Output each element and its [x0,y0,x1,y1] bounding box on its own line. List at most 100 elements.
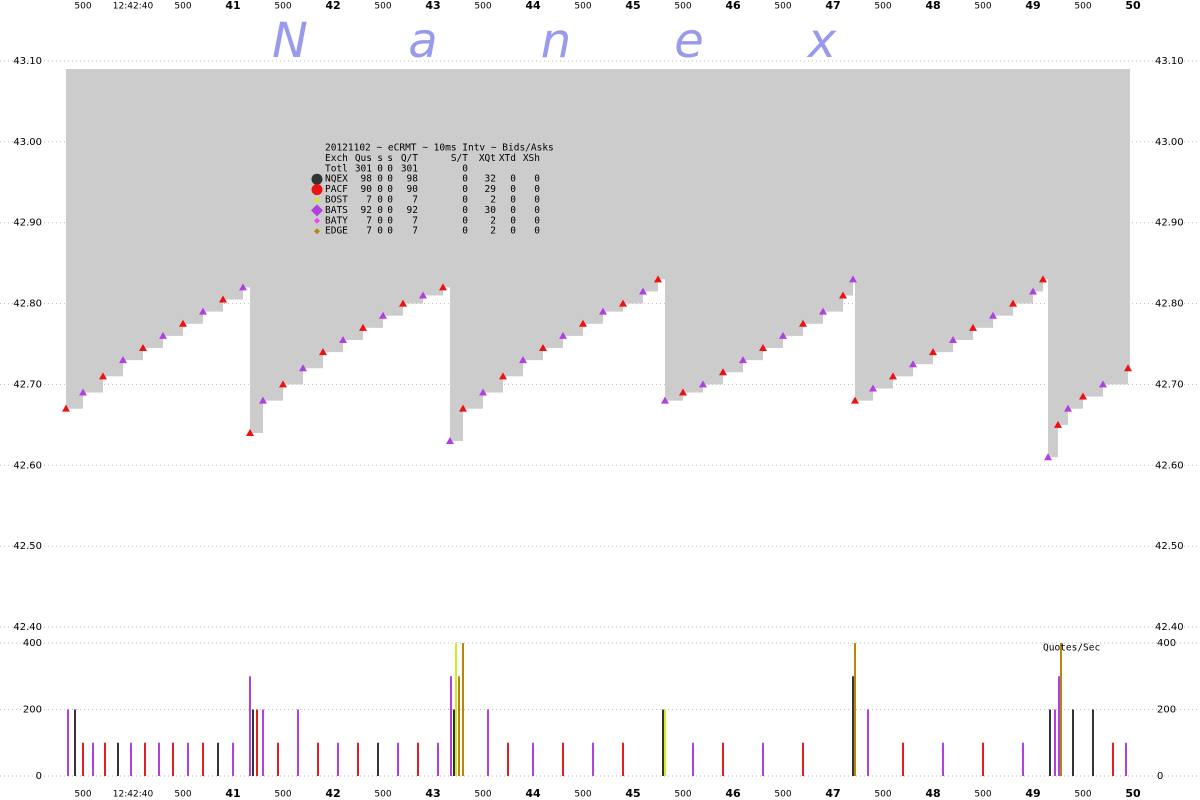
ask-marker [119,356,127,364]
spread-area [723,69,743,373]
spread-area [743,69,763,361]
table-cell: 0 [462,195,468,206]
table-cell: 0 [534,226,540,237]
legend-symbol [314,197,320,203]
table-cell: 7 [366,215,372,226]
spread-area [893,69,913,377]
rate-bar [130,742,132,776]
spread-area [363,69,383,328]
spread-area [763,69,783,349]
rate-bar [67,709,69,776]
rate-bar [802,742,804,776]
ask-marker [779,331,787,339]
table-cell: 29 [485,184,497,195]
x-tick-label: 50 [1125,0,1141,12]
rate-bar [397,742,399,776]
table-cell: 0 [534,205,540,216]
y-tick-label: 42.60 [13,460,42,471]
table-cell: 2 [490,226,496,237]
y-tick-label-right: 43.10 [1155,56,1184,67]
rate-bar [453,709,455,776]
rate-bar [172,742,174,776]
table-cell: 0 [377,174,383,185]
x-tick-label: 500 [974,790,991,800]
ask-marker [639,287,647,295]
spread-area [323,69,343,353]
table-exch: PACF [325,184,348,195]
rate-bar [262,709,264,776]
rate-bar [217,742,219,776]
table-header: S/T [451,153,468,164]
table-exch: BOST [325,195,348,206]
rate-bar [437,742,439,776]
x-tick-label: 500 [774,2,791,12]
rate-bar [1060,643,1062,776]
x-tick-label: 48 [925,787,940,800]
table-cell: 7 [366,226,372,237]
spread-area [623,69,643,304]
x-tick-label: 500 [874,2,891,12]
x-tick-label: 500 [474,790,491,800]
spread-area [643,69,658,292]
rate-bar [252,709,254,776]
table-cell: 0 [510,205,516,216]
ask-marker [599,307,607,315]
spread-area [665,69,683,401]
rate-bar [256,709,258,776]
table-cell: 0 [387,174,393,185]
x-tick-label: 500 [574,790,591,800]
rate-bar [458,676,460,776]
x-tick-label: 49 [1025,0,1040,12]
table-cell: 0 [510,226,516,237]
table-header: s [387,153,393,164]
spread-area [423,69,443,296]
ask-marker [889,372,897,380]
ask-marker [239,283,247,291]
watermark: x [806,13,837,69]
rate-bar [232,742,234,776]
rate-bar [854,643,856,776]
rate-bar [532,742,534,776]
table-cell: 0 [387,205,393,216]
table-header: Q/T [401,153,418,164]
ask-marker [719,368,727,376]
spread-area [683,69,703,393]
legend-symbol [311,184,323,196]
rate-bar [455,643,457,776]
rate-bar [622,742,624,776]
table-exch: NQEX [325,174,348,185]
rate-bar [277,742,279,776]
table-cell: 7 [412,195,418,206]
rate-bar [117,742,119,776]
rate-bar [92,742,94,776]
ask-marker [851,396,859,404]
ask-marker [99,372,107,380]
watermark: e [674,13,704,69]
table-cell: 0 [377,215,383,226]
table-cell: 7 [366,195,372,206]
ask-marker [179,319,187,327]
ask-marker [989,311,997,319]
spread-area [343,69,363,340]
spread-area [1048,69,1058,458]
table-title: 20121102 ~ eCRMT ~ 10ms Intv ~ Bids/Asks [325,143,554,154]
y-tick-label-right: 42.40 [1155,622,1184,633]
ask-marker [1124,364,1132,372]
ask-marker [739,356,747,364]
y-tick-label: 42.70 [13,379,42,390]
ask-marker [839,291,847,299]
spread-area [853,69,855,280]
ask-marker [1099,380,1107,388]
rate-bar [852,676,854,776]
ask-marker [439,283,447,291]
table-cell: 0 [534,195,540,206]
ask-marker [419,291,427,299]
spread-area [543,69,563,349]
y-tick-label-right: 43.00 [1155,137,1184,148]
spread-area [658,69,665,280]
spread-area [250,69,263,433]
spread-area [66,69,83,409]
rate-bar [82,742,84,776]
table-total: 301 [401,163,418,174]
rate-bar [867,709,869,776]
